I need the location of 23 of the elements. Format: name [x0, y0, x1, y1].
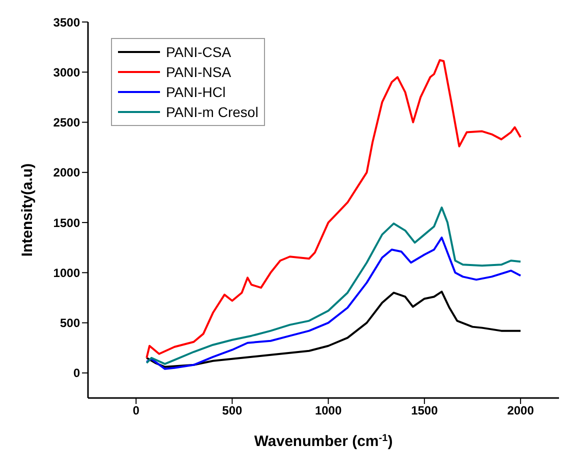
y-tick-label: 1500	[53, 216, 80, 230]
legend-label: PANI-m Cresol	[166, 103, 258, 122]
line-series	[146, 206, 522, 365]
y-tick-label: 2000	[53, 166, 80, 180]
y-tick-label: 2500	[53, 116, 80, 130]
y-axis-title: Intensity(a.u)	[19, 163, 36, 257]
legend-label: PANI-NSA	[166, 63, 232, 82]
line-series	[146, 236, 522, 370]
x-axis-title: Wavenumber (cm$^{-1}$)	[254, 432, 393, 450]
y-tick-label: 3000	[53, 65, 80, 80]
x-tick-label: 1000	[314, 404, 342, 418]
x-tick-label: 1500	[411, 404, 438, 418]
legend-label: PANI-CSA	[166, 43, 232, 62]
line-series	[146, 290, 522, 368]
line-series	[146, 59, 522, 359]
x-tick-label: 2000	[507, 404, 534, 418]
x-tick-label: 500	[222, 404, 243, 418]
y-tick-label: 500	[60, 316, 80, 330]
x-tick-label: 0	[132, 404, 140, 418]
y-tick-label: 3500	[53, 15, 80, 30]
y-tick-label: 1000	[53, 266, 80, 280]
y-tick-label: 0	[73, 366, 80, 380]
legend-label: PANI-HCl	[166, 83, 226, 102]
